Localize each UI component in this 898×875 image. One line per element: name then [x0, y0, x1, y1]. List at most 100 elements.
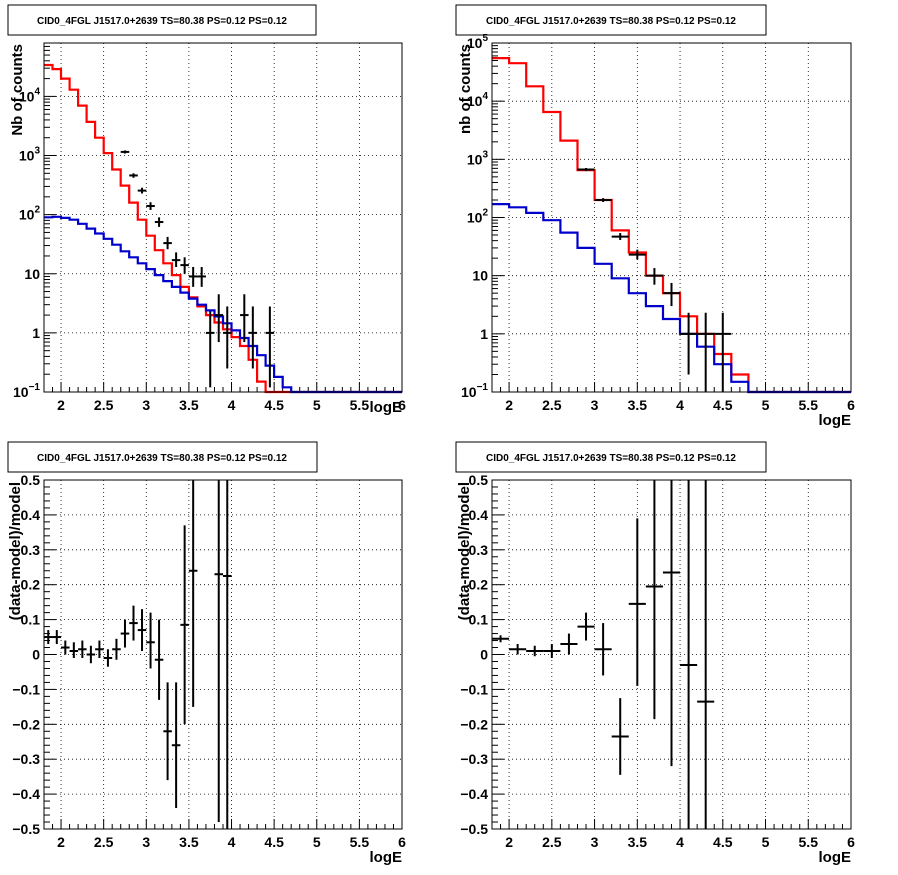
x-tick-label: 2.5	[542, 834, 562, 850]
x-tick-label: 3	[142, 397, 150, 413]
panel-counts-left: CID0_4FGL J1517.0+2639 TS=80.38 PS=0.12 …	[7, 4, 406, 416]
tick-exponent: −1	[29, 382, 41, 393]
y-tick-label: 10	[24, 266, 40, 282]
tick-base: 10	[19, 148, 35, 164]
y-tick-label: 0.2	[21, 577, 41, 593]
plot-background	[492, 43, 851, 392]
y-tick-label: 0	[32, 647, 40, 663]
tick-base: 10	[461, 384, 477, 400]
y-tick-label: 0.5	[21, 472, 41, 488]
x-tick-label: 2	[505, 397, 513, 413]
x-tick-label: 5.5	[799, 834, 819, 850]
x-tick-label: 2.5	[542, 397, 562, 413]
y-tick-label: 102	[19, 205, 41, 223]
x-axis-title: logE	[819, 412, 852, 429]
x-tick-label: 3	[142, 834, 150, 850]
tick-base: 10	[19, 207, 35, 223]
y-tick-label: −0.4	[12, 786, 40, 802]
x-tick-label: 4	[676, 834, 684, 850]
y-tick-label: 10−1	[13, 382, 40, 400]
tick-exponent: 4	[34, 86, 40, 97]
x-tick-label: 3	[591, 834, 599, 850]
y-tick-label: 1	[480, 326, 488, 342]
x-tick-label: 6	[398, 834, 406, 850]
x-tick-label: 2	[57, 397, 65, 413]
x-tick-label: 5	[313, 834, 321, 850]
plot-frame	[491, 42, 852, 393]
chart-title: CID0_4FGL J1517.0+2639 TS=80.38 PS=0.12 …	[37, 16, 287, 27]
y-tick-label: 103	[467, 149, 489, 167]
y-tick-label: 0.1	[21, 612, 41, 628]
y-tick-label: −0.1	[460, 681, 488, 697]
x-tick-label: 5	[762, 397, 770, 413]
y-tick-label: 0.3	[469, 542, 489, 558]
y-tick-label: 0.4	[469, 507, 489, 523]
y-axis-title: (data-model)/model	[7, 482, 24, 620]
x-tick-label: 3.5	[628, 834, 648, 850]
x-tick-label: 3.5	[179, 397, 199, 413]
plot-frame	[43, 42, 403, 393]
plot-area: 2 2.5 3 3.5 4 4.5 5 5.5 6 −0.5 −0.4 −0.3 −0.2 −0.1 0 0.…	[460, 472, 855, 850]
tick-base: 10	[467, 151, 483, 167]
plot-area: 2 2.5 3 3.5 4 4.5 5 5.5 6 −0.5 −0.4 −0.3 −0.2 −0.1 0 0.…	[12, 472, 406, 850]
y-tick-label: −0.5	[12, 821, 40, 837]
y-tick-label: 104	[467, 91, 489, 109]
tick-exponent: 4	[482, 91, 488, 102]
y-tick-label: 0.5	[469, 472, 489, 488]
x-tick-label: 5.5	[799, 397, 819, 413]
y-axis-title: nb of counts	[457, 44, 474, 134]
panel-residuals-right: CID0_4FGL J1517.0+2639 TS=80.38 PS=0.12 …	[455, 441, 855, 866]
tick-exponent: −1	[477, 382, 489, 393]
y-tick-label: 1	[32, 325, 40, 341]
tick-exponent: 3	[482, 149, 488, 160]
x-tick-label: 5.5	[350, 834, 370, 850]
plot-background	[44, 43, 402, 392]
tick-base: 10	[467, 35, 483, 51]
tick-base: 10	[467, 93, 483, 109]
x-tick-label: 2	[57, 834, 65, 850]
x-tick-label: 4	[228, 834, 236, 850]
x-tick-label: 6	[847, 834, 855, 850]
x-axis-title: logE	[370, 399, 403, 416]
y-tick-label: 105	[467, 33, 489, 51]
y-tick-label: −0.2	[460, 716, 488, 732]
chart-title: CID0_4FGL J1517.0+2639 TS=80.38 PS=0.12 …	[486, 16, 736, 27]
x-tick-label: 4	[676, 397, 684, 413]
plot-frame	[43, 479, 403, 830]
x-tick-label: 6	[398, 397, 406, 413]
tick-exponent: 2	[34, 205, 40, 216]
x-axis-title: logE	[370, 849, 403, 866]
tick-base: 10	[467, 210, 483, 226]
x-tick-label: 4.5	[713, 397, 733, 413]
y-tick-label: −0.2	[12, 716, 40, 732]
title-box	[7, 441, 318, 473]
x-tick-label: 2.5	[94, 834, 114, 850]
chart-title: CID0_4FGL J1517.0+2639 TS=80.38 PS=0.12 …	[37, 453, 287, 464]
tick-exponent: 3	[34, 146, 40, 157]
y-tick-label: 10−1	[461, 382, 488, 400]
x-tick-label: 4.5	[713, 834, 733, 850]
tick-base: 1	[32, 325, 40, 341]
y-tick-label: 0.4	[21, 507, 41, 523]
panel-residuals-left: CID0_4FGL J1517.0+2639 TS=80.38 PS=0.12 …	[7, 441, 406, 866]
x-tick-label: 3	[591, 397, 599, 413]
title-box	[455, 4, 767, 36]
y-tick-label: 0	[480, 647, 488, 663]
title-box	[7, 4, 317, 36]
y-tick-label: 102	[467, 208, 489, 226]
y-axis-title: Nb of counts	[9, 44, 26, 136]
y-tick-label: −0.1	[12, 681, 40, 697]
x-tick-label: 5.5	[350, 397, 370, 413]
x-axis-title: logE	[819, 849, 852, 866]
y-tick-label: 10	[472, 268, 488, 284]
tick-base: 10	[24, 266, 40, 282]
y-tick-label: −0.4	[460, 786, 488, 802]
y-axis-title: (data-model)/model	[456, 482, 473, 620]
plot-background	[44, 480, 402, 829]
x-tick-label: 5	[762, 834, 770, 850]
chart-title: CID0_4FGL J1517.0+2639 TS=80.38 PS=0.12 …	[486, 453, 736, 464]
y-tick-label: 0.3	[21, 542, 41, 558]
